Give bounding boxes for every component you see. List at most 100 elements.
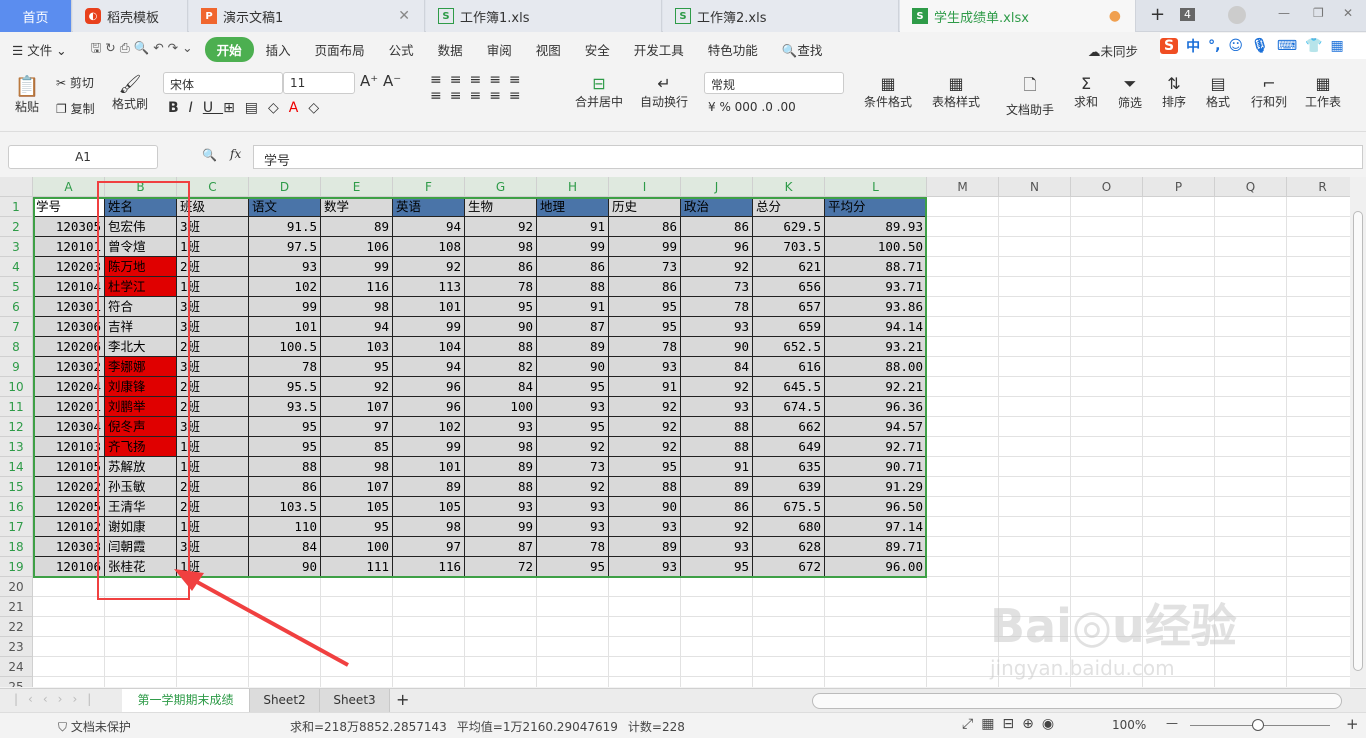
table-cell[interactable]: 98 bbox=[465, 237, 537, 257]
table-cell[interactable]: 120304 bbox=[33, 417, 105, 437]
table-cell[interactable]: 1班 bbox=[177, 517, 249, 537]
row-header[interactable]: 8 bbox=[0, 337, 33, 357]
table-cell[interactable]: 89 bbox=[321, 217, 393, 237]
table-cell[interactable]: 85 bbox=[321, 437, 393, 457]
empty-cell[interactable] bbox=[1287, 657, 1350, 677]
empty-cell[interactable] bbox=[1287, 317, 1350, 337]
empty-cell[interactable] bbox=[1215, 277, 1287, 297]
table-cell[interactable]: 116 bbox=[321, 277, 393, 297]
empty-cell[interactable] bbox=[393, 597, 465, 617]
empty-cell[interactable] bbox=[999, 597, 1071, 617]
empty-cell[interactable] bbox=[753, 597, 825, 617]
empty-cell[interactable] bbox=[105, 597, 177, 617]
table-cell[interactable]: 95 bbox=[537, 417, 609, 437]
empty-cell[interactable] bbox=[537, 657, 609, 677]
empty-cell[interactable] bbox=[33, 637, 105, 657]
empty-cell[interactable] bbox=[609, 637, 681, 657]
empty-cell[interactable] bbox=[1143, 657, 1215, 677]
zoom-slider-handle[interactable] bbox=[1252, 719, 1264, 731]
table-cell[interactable]: 98 bbox=[321, 297, 393, 317]
table-cell[interactable]: 91 bbox=[537, 217, 609, 237]
empty-cell[interactable] bbox=[681, 597, 753, 617]
empty-cell[interactable] bbox=[927, 477, 999, 497]
table-cell[interactable]: 93 bbox=[681, 397, 753, 417]
copy-button[interactable]: ❐ 复制 bbox=[56, 100, 95, 117]
ime-toolbar[interactable]: S 中 °, ☺ 🎙 ⌨ 👕 ▦ bbox=[1160, 33, 1366, 59]
table-cell[interactable]: 86 bbox=[249, 477, 321, 497]
column-header[interactable]: N bbox=[999, 177, 1071, 197]
empty-cell[interactable] bbox=[1215, 217, 1287, 237]
table-cell[interactable]: 93 bbox=[609, 557, 681, 577]
table-cell[interactable]: 120301 bbox=[33, 297, 105, 317]
empty-cell[interactable] bbox=[1143, 497, 1215, 517]
empty-cell[interactable] bbox=[249, 677, 321, 687]
table-cell[interactable]: 639 bbox=[753, 477, 825, 497]
empty-cell[interactable] bbox=[1215, 617, 1287, 637]
empty-cell[interactable] bbox=[1143, 557, 1215, 577]
menu-insert[interactable]: 插入 bbox=[265, 42, 291, 58]
empty-cell[interactable] bbox=[1143, 597, 1215, 617]
row-header[interactable]: 19 bbox=[0, 557, 33, 577]
row-header[interactable]: 16 bbox=[0, 497, 33, 517]
table-cell[interactable]: 齐飞扬 bbox=[105, 437, 177, 457]
empty-cell[interactable] bbox=[1287, 437, 1350, 457]
empty-cell[interactable] bbox=[999, 417, 1071, 437]
empty-cell[interactable] bbox=[1071, 537, 1143, 557]
empty-cell[interactable] bbox=[927, 397, 999, 417]
empty-cell[interactable] bbox=[753, 677, 825, 687]
table-cell[interactable]: 杜学江 bbox=[105, 277, 177, 297]
sheet-tab-2[interactable]: Sheet2 bbox=[250, 689, 320, 713]
format-painter-button[interactable]: 🖌 格式刷 bbox=[110, 74, 150, 112]
empty-cell[interactable] bbox=[999, 637, 1071, 657]
row-header[interactable]: 23 bbox=[0, 637, 33, 657]
empty-cell[interactable] bbox=[1071, 357, 1143, 377]
table-cell[interactable]: 120303 bbox=[33, 537, 105, 557]
empty-cell[interactable] bbox=[999, 257, 1071, 277]
table-cell[interactable]: 92 bbox=[537, 437, 609, 457]
table-cell[interactable]: 672 bbox=[753, 557, 825, 577]
empty-cell[interactable] bbox=[681, 677, 753, 687]
table-header-cell[interactable]: 历史 bbox=[609, 197, 681, 217]
empty-cell[interactable] bbox=[1143, 457, 1215, 477]
empty-cell[interactable] bbox=[1215, 677, 1287, 687]
empty-cell[interactable] bbox=[999, 557, 1071, 577]
table-cell[interactable]: 95 bbox=[537, 377, 609, 397]
empty-cell[interactable] bbox=[177, 577, 249, 597]
column-header[interactable]: B bbox=[105, 177, 177, 197]
empty-cell[interactable] bbox=[999, 197, 1071, 217]
table-cell[interactable]: 97 bbox=[321, 417, 393, 437]
table-style-button[interactable]: ▦ 表格样式 bbox=[926, 74, 986, 110]
table-cell[interactable]: 91 bbox=[609, 377, 681, 397]
empty-cell[interactable] bbox=[33, 677, 105, 687]
empty-cell[interactable] bbox=[1287, 217, 1350, 237]
empty-cell[interactable] bbox=[825, 637, 927, 657]
empty-cell[interactable] bbox=[999, 577, 1071, 597]
empty-cell[interactable] bbox=[321, 597, 393, 617]
format-button[interactable]: ▤ 格式 bbox=[1200, 74, 1236, 110]
table-cell[interactable]: 84 bbox=[465, 377, 537, 397]
menu-file[interactable]: ☰ 文件 ⌄ bbox=[12, 42, 67, 58]
empty-cell[interactable] bbox=[825, 657, 927, 677]
table-cell[interactable]: 94.14 bbox=[825, 317, 927, 337]
table-cell[interactable]: 96 bbox=[393, 377, 465, 397]
empty-cell[interactable] bbox=[465, 577, 537, 597]
empty-cell[interactable] bbox=[927, 217, 999, 237]
table-cell[interactable]: 645.5 bbox=[753, 377, 825, 397]
row-header[interactable]: 18 bbox=[0, 537, 33, 557]
menu-page-layout[interactable]: 页面布局 bbox=[314, 42, 365, 58]
skin-icon[interactable]: 👕 bbox=[1305, 38, 1323, 54]
empty-cell[interactable] bbox=[33, 577, 105, 597]
table-cell[interactable]: 73 bbox=[609, 257, 681, 277]
empty-cell[interactable] bbox=[249, 637, 321, 657]
empty-cell[interactable] bbox=[105, 657, 177, 677]
menu-review[interactable]: 审阅 bbox=[486, 42, 512, 58]
table-cell[interactable]: 97 bbox=[393, 537, 465, 557]
empty-cell[interactable] bbox=[999, 537, 1071, 557]
empty-cell[interactable] bbox=[105, 677, 177, 687]
table-cell[interactable]: 苏解放 bbox=[105, 457, 177, 477]
table-cell[interactable]: 93 bbox=[249, 257, 321, 277]
empty-cell[interactable] bbox=[999, 337, 1071, 357]
empty-cell[interactable] bbox=[1215, 497, 1287, 517]
row-header[interactable]: 1 bbox=[0, 197, 33, 217]
table-cell[interactable]: 72 bbox=[465, 557, 537, 577]
